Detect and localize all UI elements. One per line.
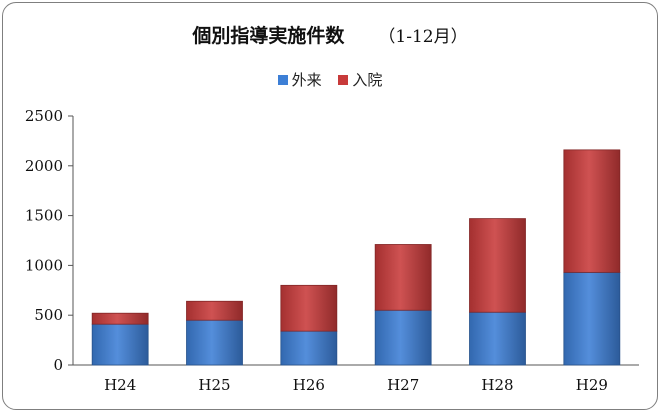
legend-swatch-inpatient <box>338 75 349 85</box>
y-tick-label: 0 <box>53 356 63 374</box>
legend-label-inpatient: 入院 <box>352 71 383 89</box>
chart-subtitle: （1-12月） <box>378 27 468 47</box>
bar-H27-inpatient <box>374 244 432 311</box>
x-tick-label: H24 <box>104 376 136 394</box>
bar-H24-inpatient <box>91 312 149 325</box>
y-tick-label: 1500 <box>25 207 63 225</box>
x-tick-label: H25 <box>198 376 230 394</box>
legend-item-outpatient: 外来 <box>277 69 322 90</box>
y-tick-label: 1000 <box>25 256 63 274</box>
chart-plot: 0 500 1000 1500 2000 2500 H24 H25 H26 H27 H28 H29 <box>25 107 639 394</box>
legend-label-outpatient: 外来 <box>291 71 322 89</box>
bar-H29-inpatient <box>563 149 621 273</box>
chart-title-row: 個別指導実施件数 （1-12月） <box>3 21 657 51</box>
bar-H25-outpatient <box>186 319 243 366</box>
bar-H28-inpatient <box>469 218 526 313</box>
bar-H28-outpatient <box>469 311 526 366</box>
bar-H24-outpatient <box>91 323 149 366</box>
x-tick-label: H27 <box>387 376 419 394</box>
x-tick-label: H29 <box>576 376 608 394</box>
bar-H26-outpatient <box>280 330 338 366</box>
x-tick-label: H28 <box>481 376 513 394</box>
legend: 外来 入院 <box>3 69 657 90</box>
chart-title: 個別指導実施件数 <box>192 25 345 47</box>
legend-item-inpatient: 入院 <box>338 69 382 90</box>
bar-H25-inpatient <box>186 300 243 321</box>
bar-H26-inpatient <box>280 284 338 332</box>
y-tick-label: 2000 <box>25 157 63 175</box>
y-tick-label: 2500 <box>25 107 63 125</box>
y-tick-label: 500 <box>34 306 63 324</box>
bar-H27-outpatient <box>374 309 432 366</box>
legend-swatch-outpatient <box>277 75 288 85</box>
bar-H29-outpatient <box>563 271 621 366</box>
x-tick-label: H26 <box>293 376 325 394</box>
